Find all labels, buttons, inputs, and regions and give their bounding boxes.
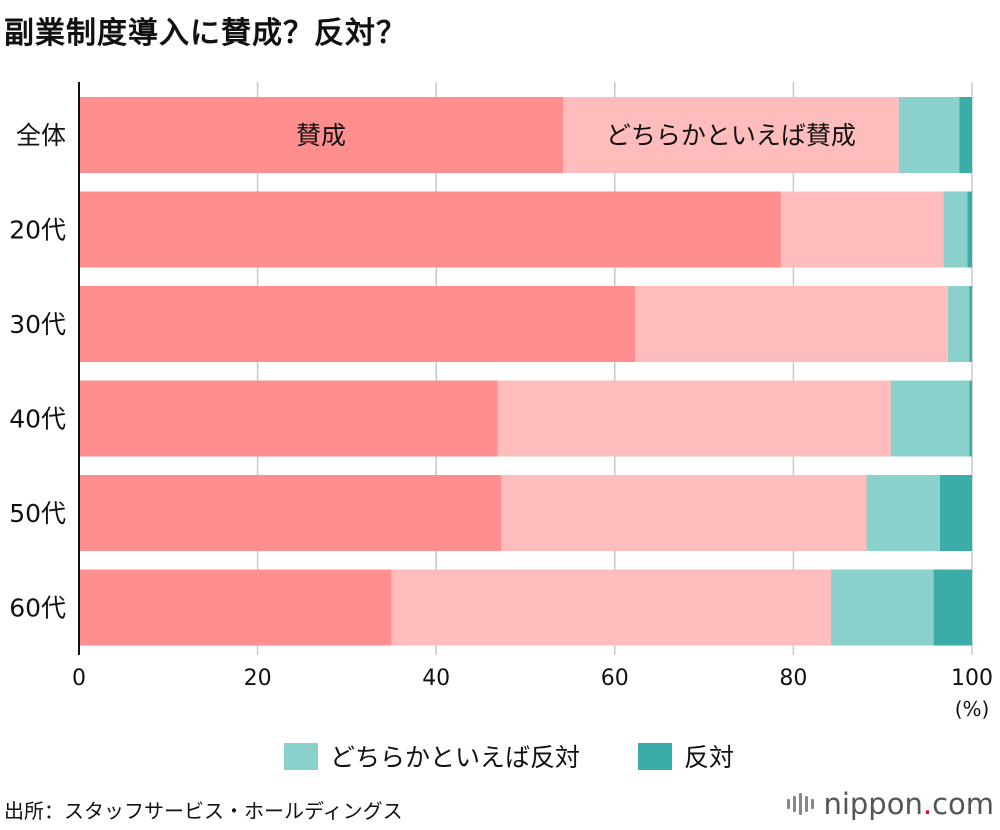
x-tick-label-100: 100 (951, 666, 993, 691)
bar-3-series-1 (497, 380, 891, 457)
bar-3-series-3 (969, 380, 972, 457)
bar-3-series-0 (79, 380, 498, 457)
nippon-logo: nippon. com (787, 787, 994, 821)
legend-item-somewhat-oppose: どちらかといえば反対 (284, 738, 580, 774)
source-note: 出所：スタッフサービス・ホールディングス (4, 799, 403, 823)
bar-5-series-0 (79, 569, 392, 646)
x-tick-label-40: 40 (422, 666, 450, 691)
legend-swatch-somewhat-oppose (284, 742, 318, 770)
x-tick-label-60: 60 (601, 666, 629, 691)
bar-2-series-1 (635, 286, 948, 362)
bar-1-series-2 (943, 191, 968, 268)
bar-1-series-3 (967, 191, 972, 268)
chart-title: 副業制度導入に賛成？反対？ (4, 16, 407, 51)
logo-suffix: com (932, 787, 994, 821)
bar-4-series-0 (79, 475, 502, 551)
bar-2-series-0 (79, 286, 636, 362)
bar-0-series-3 (959, 97, 972, 173)
category-label-0: 全体 (16, 121, 66, 150)
legend-swatch-oppose (638, 742, 672, 770)
legend-item-oppose: 反対 (638, 738, 734, 774)
legend-label-somewhat-oppose: どちらかといえば反対 (330, 743, 581, 772)
x-tick-label-0: 0 (72, 666, 86, 691)
x-tick-label-20: 20 (244, 666, 272, 691)
bar-2-series-3 (969, 286, 972, 362)
bar-4-series-2 (866, 475, 940, 551)
logo-name: nippon (823, 787, 923, 821)
bar-5-series-1 (391, 569, 831, 646)
bar-2-series-2 (947, 286, 970, 362)
logo-mark-icon (787, 793, 817, 815)
x-tick-label-80: 80 (779, 666, 807, 691)
bar-0-series-0 (79, 97, 564, 173)
logo-dot: . (922, 787, 933, 821)
category-label-5: 60代 (9, 594, 66, 623)
legend: どちらかといえば反対 反対 (0, 738, 1000, 772)
bar-1-series-1 (780, 191, 944, 268)
bar-3-series-2 (890, 380, 970, 457)
bar-4-series-3 (939, 475, 972, 551)
bar-0-series-1 (563, 97, 899, 173)
inline-label-0: 賛成 (296, 121, 346, 150)
bar-5-series-2 (830, 569, 934, 646)
category-label-2: 30代 (9, 310, 66, 339)
x-axis-unit: (%) (955, 697, 990, 721)
bar-chart: 全体 20代 30代 40代 50代 60代 賛成 どちらかといえば賛成 0 20 40 60 80 10… (9, 82, 993, 721)
category-label-3: 40代 (9, 405, 66, 434)
category-label-1: 20代 (9, 216, 66, 245)
inline-label-1: どちらかといえば賛成 (606, 121, 856, 150)
bar-0-series-2 (898, 97, 960, 173)
bar-4-series-1 (501, 475, 867, 551)
bar-5-series-3 (933, 569, 972, 646)
legend-label-oppose: 反対 (684, 743, 735, 772)
category-label-4: 50代 (9, 499, 66, 528)
bar-1-series-0 (79, 191, 781, 268)
